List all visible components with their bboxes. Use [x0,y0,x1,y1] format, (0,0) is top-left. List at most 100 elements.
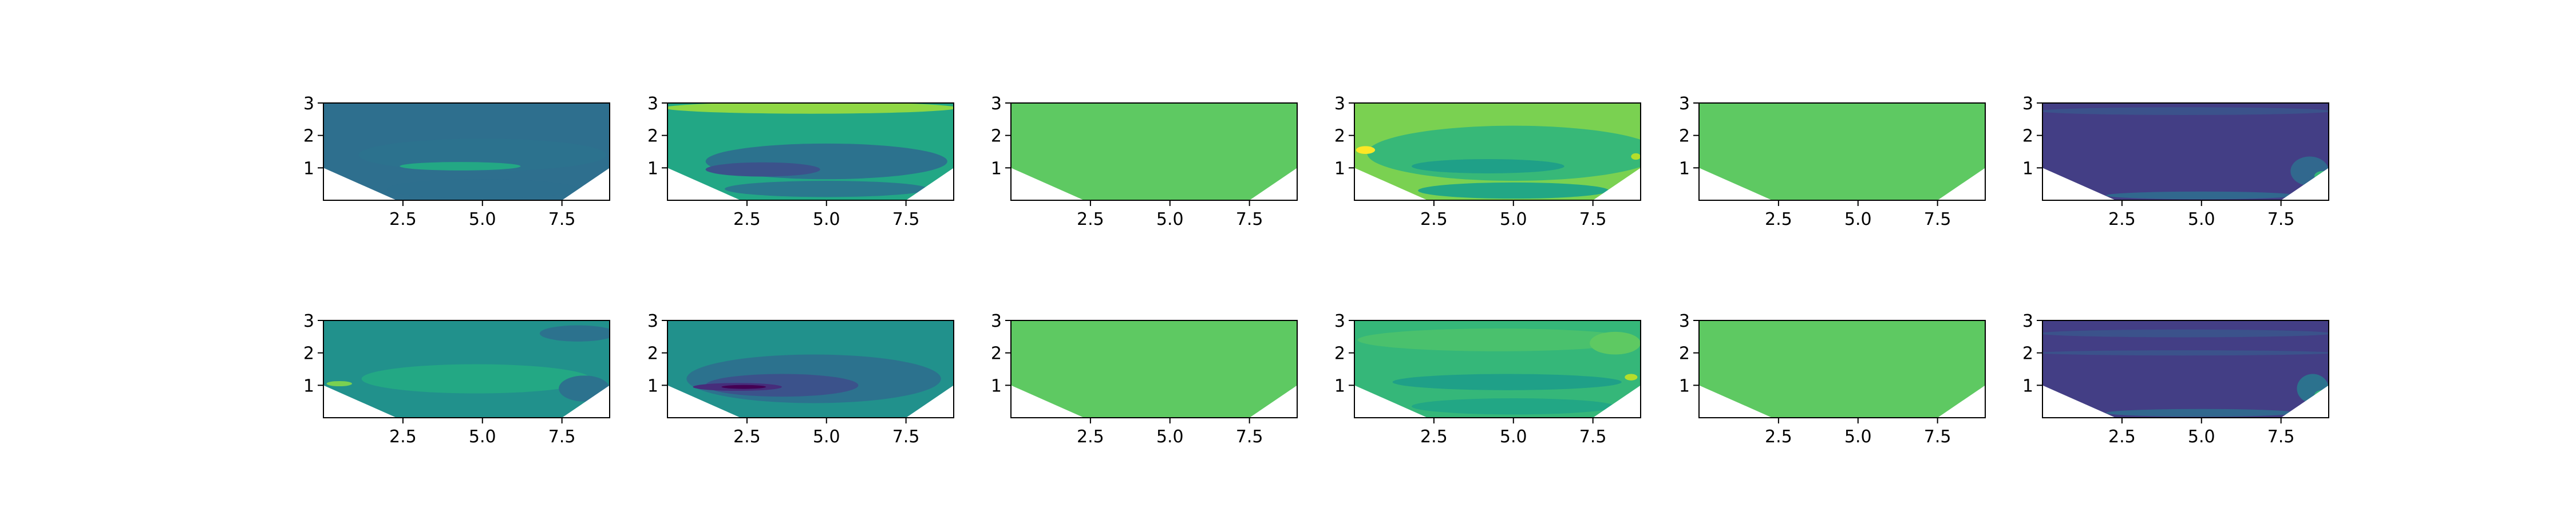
mask-right-wedge [1937,385,1985,418]
y-tick-label: 3 [1679,94,1690,114]
contour-level-region [2106,409,2297,417]
mask-left-wedge [2042,168,2116,200]
contour-fill [667,103,954,200]
contour-base-level [1011,320,1297,418]
x-tick-label: 7.5 [892,209,920,229]
x-tick-label: 7.5 [1236,209,1263,229]
mask-left-wedge [1011,168,1084,200]
x-tick-label: 5.0 [813,209,840,229]
mask-left-wedge [1354,385,1428,418]
mask-right-wedge [906,168,954,200]
mask-right-wedge [1249,168,1297,200]
contour-level-region [667,103,954,114]
contour-level-region [1590,331,1641,355]
y-tick-label: 3 [303,94,314,114]
contour-level-region [361,364,591,394]
contour-fill [667,320,954,418]
y-tick-label: 3 [1679,311,1690,331]
x-tick-label: 7.5 [1236,427,1263,447]
y-tick-label: 2 [1679,344,1690,364]
y-tick-label: 2 [647,126,658,146]
mask-right-wedge [1249,385,1297,418]
axes-frame [2042,320,2329,418]
contour-fill [1699,103,1985,200]
x-tick-label: 2.5 [389,209,417,229]
x-tick-label: 7.5 [2267,427,2295,447]
y-tick-label: 2 [303,126,314,146]
x-tick-label: 7.5 [892,427,920,447]
y-tick-label: 1 [647,159,658,179]
x-tick-label: 2.5 [389,427,417,447]
y-tick-label: 2 [2022,126,2033,146]
axes-frame [1698,320,1986,418]
axes-frame [667,320,954,418]
mask-right-wedge [906,385,954,418]
x-tick-label: 2.5 [733,427,761,447]
y-tick-label: 3 [303,311,314,331]
contour-fill [1699,320,1985,418]
x-tick-label: 5.0 [1844,209,1872,229]
subplot-r1-c4: 2.5 5.0 7.5 1 2 3 [1334,94,1641,229]
y-tick-label: 3 [647,311,658,331]
subplot-r2-c2: 2.5 5.0 7.5 1 2 3 [647,311,954,447]
contour-level-region [387,179,578,199]
contour-level-region [1357,328,1638,351]
contour-level-region [2042,329,2329,338]
contour-level-region [1356,146,1376,154]
mask-right-wedge [1937,168,1985,200]
axes-frame [667,102,954,201]
x-tick-label: 5.0 [2188,427,2215,447]
y-tick-label: 2 [1679,126,1690,146]
contour-base-level [1699,320,1985,418]
mask-left-wedge [667,168,741,200]
contour-base-level [1699,103,1985,200]
x-tick-label: 5.0 [469,427,496,447]
contour-fill [2042,103,2329,200]
x-tick-label: 5.0 [813,427,840,447]
axes-frame [1010,102,1298,201]
contour-level-region [2106,191,2297,200]
subplot-r1-c5: 2.5 5.0 7.5 1 2 3 [1679,94,1986,229]
contour-level-region [358,138,607,171]
x-tick-label: 5.0 [1156,427,1184,447]
subplot-r1-c2: 2.5 5.0 7.5 1 2 3 [647,94,954,229]
contour-level-region [725,181,929,197]
x-tick-label: 5.0 [1500,209,1527,229]
mask-left-wedge [1699,168,1772,200]
x-tick-label: 2.5 [2108,209,2136,229]
y-tick-label: 1 [303,376,314,396]
y-tick-label: 2 [2022,344,2033,364]
subplot-r1-c6: 2.5 5.0 7.5 1 2 3 [2022,94,2329,229]
y-tick-label: 3 [991,94,1002,114]
subplot-r2-c1: 2.5 5.0 7.5 1 2 3 [303,311,610,447]
contour-level-region [1418,182,1609,199]
contour-level-region [705,374,859,397]
mask-right-wedge [562,385,610,418]
y-tick-label: 1 [991,376,1002,396]
x-tick-label: 5.0 [1844,427,1872,447]
mask-left-wedge [1354,168,1428,200]
y-tick-label: 3 [1334,311,1345,331]
contour-level-region [400,162,521,171]
y-tick-label: 1 [2022,159,2033,179]
subplot-r1-c1: 2.5 5.0 7.5 1 2 3 [303,94,610,229]
subplot-r2-c5: 2.5 5.0 7.5 1 2 3 [1679,311,1986,447]
x-tick-label: 5.0 [1500,427,1527,447]
contour-level-region [1412,398,1615,415]
contour-fill [1011,103,1297,200]
axes-frame [2042,102,2329,201]
contour-fill [323,103,610,200]
mask-left-wedge [323,168,397,200]
y-tick-label: 3 [2022,94,2033,114]
axes-frame [1698,102,1986,201]
y-tick-label: 3 [647,94,658,114]
y-tick-label: 1 [991,159,1002,179]
x-tick-label: 7.5 [548,209,576,229]
y-tick-label: 1 [1679,376,1690,396]
y-tick-label: 1 [1334,159,1345,179]
mask-right-wedge [1593,385,1641,418]
y-tick-label: 2 [647,344,658,364]
x-tick-label: 5.0 [469,209,496,229]
y-tick-label: 2 [1334,344,1345,364]
